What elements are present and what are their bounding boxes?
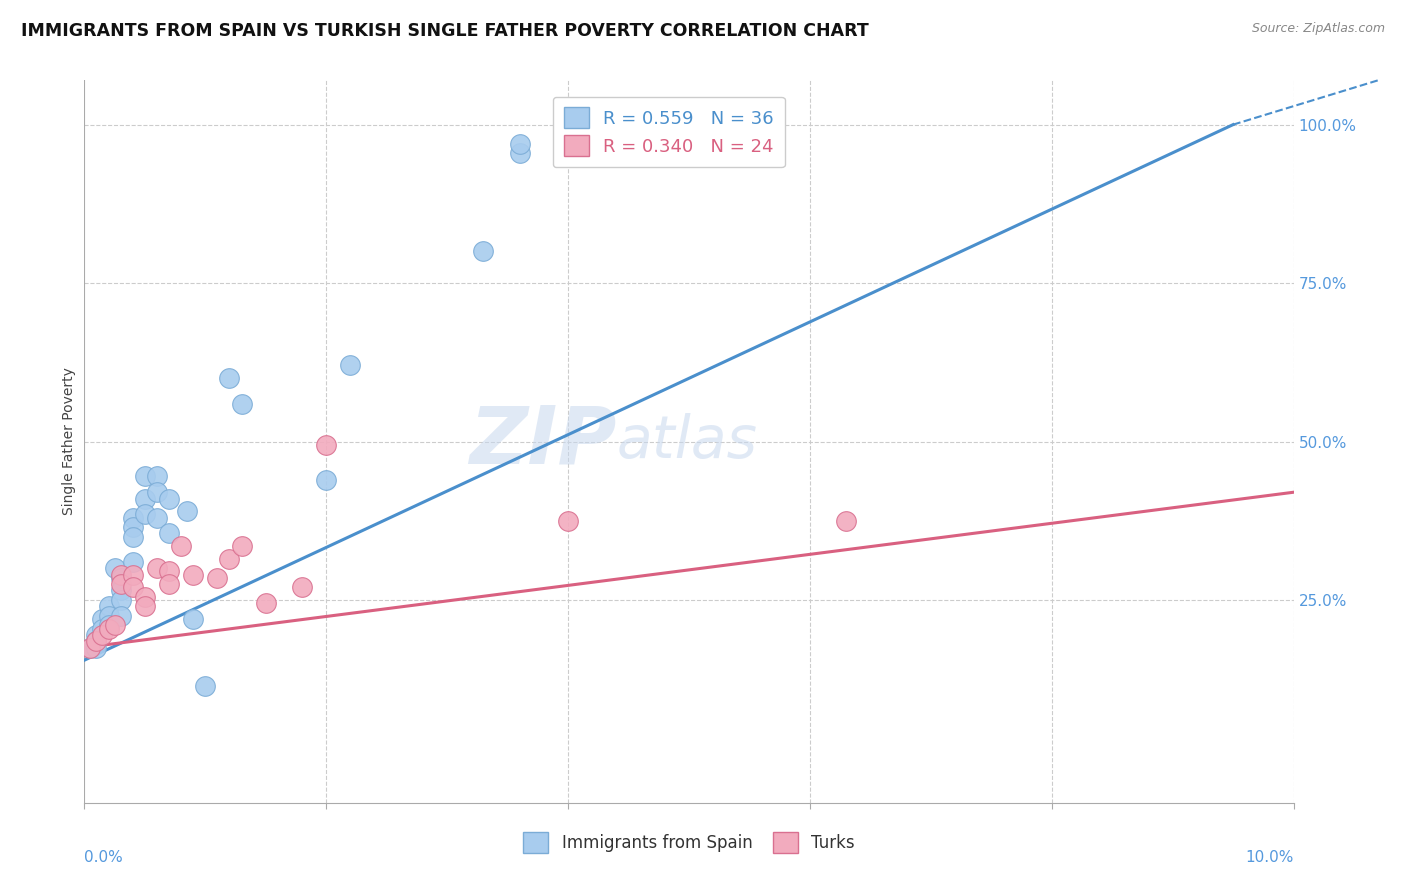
Point: [79, 640, 101, 655]
Point: [291, 580, 314, 594]
Point: [86, 628, 108, 642]
Point: [110, 577, 132, 591]
Point: [97, 618, 120, 632]
Point: [110, 567, 132, 582]
Point: [218, 551, 240, 566]
Text: IMMIGRANTS FROM SPAIN VS TURKISH SINGLE FATHER POVERTY CORRELATION CHART: IMMIGRANTS FROM SPAIN VS TURKISH SINGLE …: [21, 22, 869, 40]
Point: [97, 608, 120, 623]
Point: [79, 640, 101, 655]
Point: [110, 593, 132, 607]
Text: atlas: atlas: [616, 413, 758, 470]
Point: [86, 634, 108, 648]
Point: [121, 530, 143, 544]
Point: [835, 514, 858, 528]
Point: [134, 508, 156, 522]
Point: [170, 539, 193, 553]
Point: [339, 359, 361, 373]
Text: 0.0%: 0.0%: [84, 850, 124, 864]
Point: [104, 618, 127, 632]
Legend: Immigrants from Spain, Turks: Immigrants from Spain, Turks: [517, 826, 860, 860]
Point: [86, 634, 108, 648]
Point: [121, 520, 143, 534]
Point: [146, 485, 169, 500]
Point: [157, 565, 180, 579]
Text: 10.0%: 10.0%: [1246, 850, 1294, 864]
Point: [86, 640, 108, 655]
Point: [91, 612, 114, 626]
Point: [181, 612, 204, 626]
Point: [146, 561, 169, 575]
Point: [97, 599, 120, 614]
Point: [315, 438, 337, 452]
Point: [134, 599, 156, 614]
Point: [509, 136, 531, 151]
Point: [146, 510, 169, 524]
Point: [91, 628, 114, 642]
Point: [157, 577, 180, 591]
Point: [231, 539, 253, 553]
Point: [134, 469, 156, 483]
Point: [110, 583, 132, 598]
Point: [231, 396, 253, 410]
Point: [110, 571, 132, 585]
Y-axis label: Single Father Poverty: Single Father Poverty: [62, 368, 76, 516]
Point: [176, 504, 198, 518]
Point: [207, 571, 229, 585]
Point: [110, 608, 132, 623]
Point: [104, 561, 127, 575]
Point: [97, 622, 120, 636]
Point: [121, 555, 143, 569]
Point: [181, 567, 204, 582]
Point: [194, 679, 217, 693]
Point: [146, 469, 169, 483]
Point: [121, 510, 143, 524]
Point: [157, 526, 180, 541]
Point: [121, 567, 143, 582]
Point: [121, 580, 143, 594]
Text: Source: ZipAtlas.com: Source: ZipAtlas.com: [1251, 22, 1385, 36]
Point: [134, 491, 156, 506]
Point: [254, 596, 277, 610]
Point: [315, 473, 337, 487]
Point: [218, 371, 240, 385]
Point: [472, 244, 495, 259]
Point: [557, 514, 579, 528]
Point: [509, 146, 531, 161]
Point: [157, 491, 180, 506]
Point: [134, 590, 156, 604]
Point: [91, 622, 114, 636]
Text: ZIP: ZIP: [470, 402, 616, 481]
